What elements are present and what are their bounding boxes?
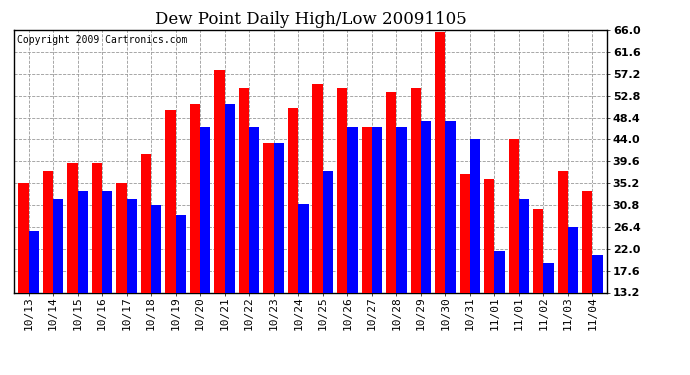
Bar bbox=[249, 128, 259, 358]
Bar bbox=[470, 140, 480, 358]
Bar bbox=[558, 171, 568, 358]
Bar bbox=[239, 88, 249, 358]
Bar bbox=[190, 104, 200, 358]
Bar bbox=[593, 255, 603, 358]
Text: Copyright 2009 Cartronics.com: Copyright 2009 Cartronics.com bbox=[17, 35, 187, 45]
Bar bbox=[77, 191, 88, 358]
Bar bbox=[141, 154, 151, 358]
Bar bbox=[43, 171, 53, 358]
Bar bbox=[225, 104, 235, 358]
Bar bbox=[200, 128, 210, 358]
Bar bbox=[386, 92, 396, 358]
Bar bbox=[396, 128, 406, 358]
Bar bbox=[151, 205, 161, 358]
Bar bbox=[67, 163, 77, 358]
Bar bbox=[533, 209, 544, 358]
Bar bbox=[460, 174, 470, 358]
Bar bbox=[337, 88, 347, 358]
Bar bbox=[117, 183, 126, 358]
Bar bbox=[18, 183, 28, 358]
Bar bbox=[411, 88, 421, 358]
Bar bbox=[484, 179, 495, 358]
Bar bbox=[509, 140, 519, 358]
Bar bbox=[176, 215, 186, 358]
Title: Dew Point Daily High/Low 20091105: Dew Point Daily High/Low 20091105 bbox=[155, 12, 466, 28]
Bar bbox=[347, 128, 357, 358]
Bar bbox=[28, 231, 39, 358]
Bar bbox=[372, 128, 382, 358]
Bar bbox=[166, 110, 176, 358]
Bar bbox=[313, 84, 323, 358]
Bar bbox=[53, 199, 63, 358]
Bar bbox=[298, 204, 308, 358]
Bar bbox=[362, 128, 372, 358]
Bar bbox=[582, 191, 593, 358]
Bar bbox=[126, 199, 137, 358]
Bar bbox=[92, 163, 102, 358]
Bar bbox=[495, 251, 504, 358]
Bar bbox=[264, 143, 274, 358]
Bar bbox=[323, 171, 333, 358]
Bar bbox=[421, 122, 431, 358]
Bar bbox=[288, 108, 298, 358]
Bar bbox=[215, 70, 225, 358]
Bar bbox=[568, 227, 578, 358]
Bar bbox=[274, 143, 284, 358]
Bar bbox=[544, 262, 554, 358]
Bar bbox=[445, 122, 455, 358]
Bar bbox=[519, 199, 529, 358]
Bar bbox=[102, 191, 112, 358]
Bar bbox=[435, 32, 445, 358]
